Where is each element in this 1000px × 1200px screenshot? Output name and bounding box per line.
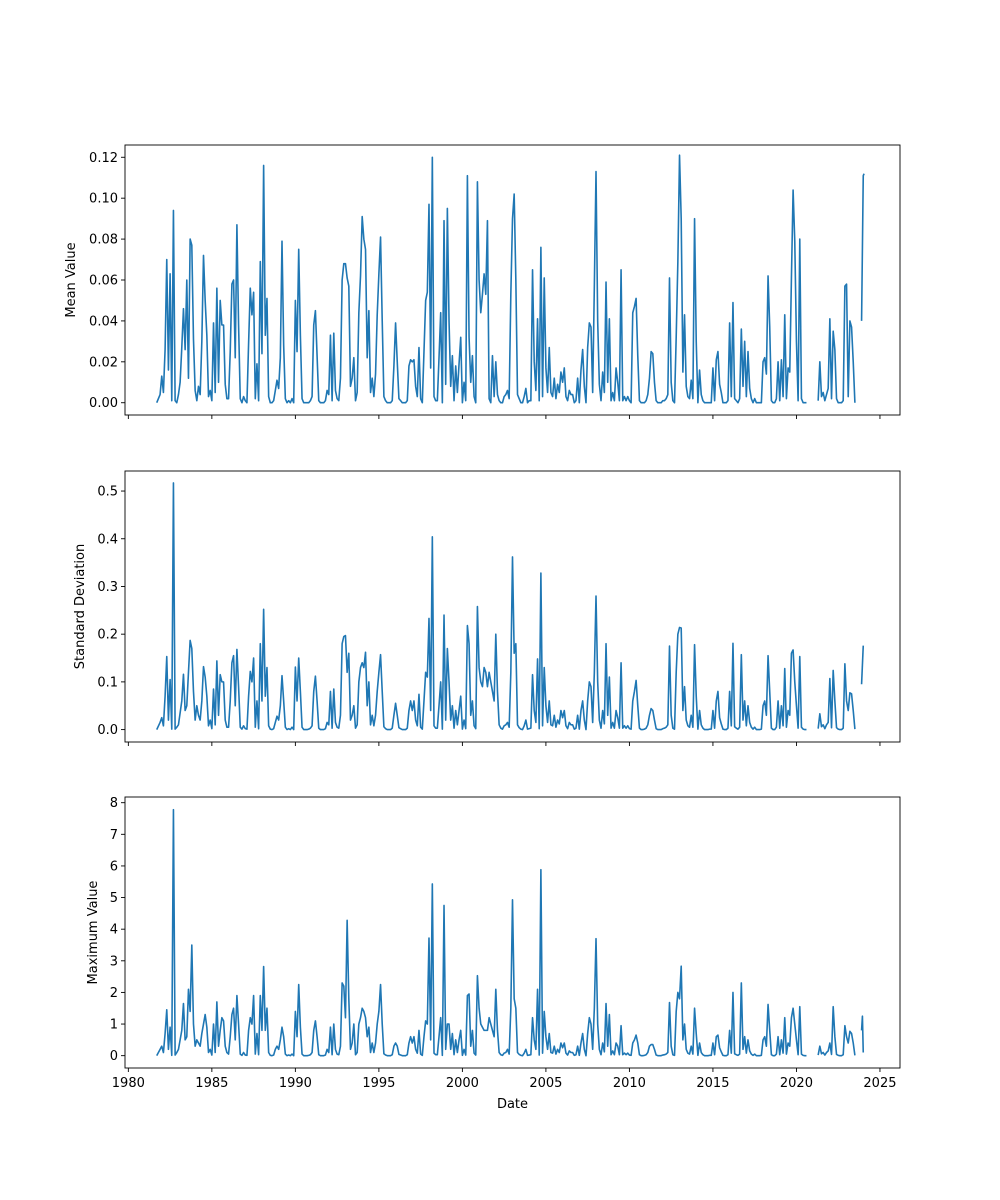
x-tick-label: 1980 xyxy=(112,1076,145,1091)
y-axis-label: Mean Value xyxy=(64,242,79,317)
y-axis-label: Standard Deviation xyxy=(73,544,88,669)
y-tick-label: 7 xyxy=(110,828,118,843)
y-tick-label: 0.12 xyxy=(89,151,118,166)
y-tick-label: 0.1 xyxy=(97,675,118,690)
x-tick-label: 2000 xyxy=(446,1076,479,1091)
series-line-segment xyxy=(155,154,807,404)
y-tick-label: 0.04 xyxy=(89,314,118,329)
y-tick-label: 0.2 xyxy=(97,628,118,643)
subplot-1: 0.00 0.02 0.04 0.06 0.08 0.10 0.12 Mean Value xyxy=(64,144,901,419)
x-tick-label: 2005 xyxy=(529,1076,562,1091)
y-tick-label: 0.00 xyxy=(89,396,118,411)
y-tick-label: 4 xyxy=(110,923,118,938)
y-tick-label: 0.06 xyxy=(89,274,118,289)
y-tick-label: 0.5 xyxy=(97,485,118,500)
x-tick-label: 1990 xyxy=(279,1076,312,1091)
axes-frame xyxy=(124,470,901,743)
y-axis-label: Maximum Value xyxy=(86,881,101,985)
y-tick-label: 5 xyxy=(110,891,118,906)
subplot-3: 0 1 2 3 4 5 6 7 8 1980 1985 1990 1995 2000 2005 2010 201… xyxy=(86,796,901,1112)
series-line-segment xyxy=(817,283,856,404)
y-tick-label: 0.4 xyxy=(97,532,118,547)
y-tick-label: 8 xyxy=(110,796,118,811)
y-tick-label: 0.0 xyxy=(97,723,118,738)
axes-frame xyxy=(124,796,901,1069)
series-line-segment xyxy=(156,482,807,731)
x-axis-label: Date xyxy=(497,1097,528,1112)
subplot-2: 0.0 0.1 0.2 0.3 0.4 0.5 Standard Deviation xyxy=(73,470,901,746)
y-tick-label: 0.02 xyxy=(89,355,118,370)
y-tick-label: 0.08 xyxy=(89,233,118,248)
x-tick-label: 2010 xyxy=(613,1076,646,1091)
x-tick-label: 1995 xyxy=(362,1076,395,1091)
series-line-segment xyxy=(817,662,856,731)
y-tick-label: 0.10 xyxy=(89,192,118,207)
series-line-segment xyxy=(860,645,865,685)
x-tick-label: 2020 xyxy=(780,1076,813,1091)
y-tick-label: 1 xyxy=(110,1018,118,1033)
x-tick-label: 1985 xyxy=(195,1076,228,1091)
x-tick-label: 2025 xyxy=(863,1076,896,1091)
y-tick-label: 0 xyxy=(110,1049,118,1064)
x-tick-label: 2015 xyxy=(696,1076,729,1091)
y-tick-label: 3 xyxy=(110,954,118,969)
y-tick-label: 0.3 xyxy=(97,580,118,595)
y-tick-label: 2 xyxy=(110,986,118,1001)
series-line-segment xyxy=(860,173,865,321)
series-line-segment xyxy=(817,1005,856,1057)
series-line-segment xyxy=(156,808,807,1057)
series-line-segment xyxy=(860,1015,865,1053)
y-tick-label: 6 xyxy=(110,859,118,874)
